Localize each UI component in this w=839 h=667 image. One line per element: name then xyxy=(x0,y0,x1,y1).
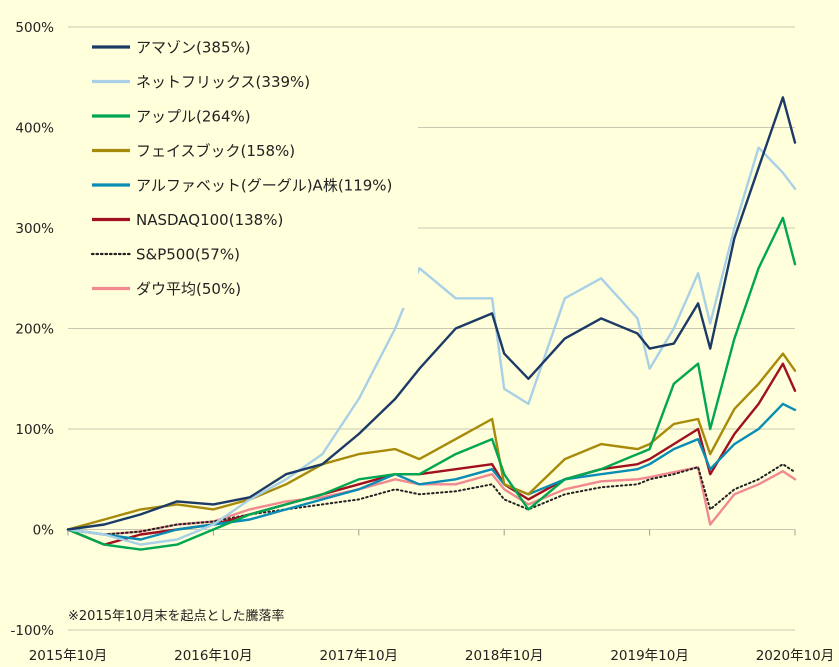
legend-background xyxy=(68,30,418,308)
legend-label: ネットフリックス(339%) xyxy=(136,73,310,91)
chart-note: ※2015年10月末を起点とした騰落率 xyxy=(68,608,285,624)
legend-label: アップル(264%) xyxy=(136,108,251,126)
legend: アマゾン(385%) ネットフリックス(339%) アップル(264%) フェイスブッ… xyxy=(90,39,392,298)
y-tick-label: 0% xyxy=(33,523,55,539)
x-tick-label: 2019年10月 xyxy=(610,648,689,664)
y-tick-label: 300% xyxy=(15,221,54,237)
legend-label: ダウ平均(50%) xyxy=(136,280,241,298)
x-tick-label: 2018年10月 xyxy=(465,648,544,664)
series-line xyxy=(66,352,797,531)
y-tick-label: 200% xyxy=(15,322,54,338)
series-line xyxy=(66,402,797,541)
y-tick-label: 400% xyxy=(15,121,54,137)
y-axis-ticks: 500% 400% 300% 200% 100% 0% -100% xyxy=(11,20,55,639)
x-tick-label: 2017年10月 xyxy=(320,648,399,664)
y-tick-label: 100% xyxy=(15,422,54,438)
x-tick-label: 2020年10月 xyxy=(756,648,835,664)
legend-label: フェイスブック(158%) xyxy=(136,142,295,160)
x-tick-label: 2015年10月 xyxy=(29,648,108,664)
y-tick-label: 500% xyxy=(15,20,54,36)
series-line xyxy=(66,146,797,546)
x-axis-ticks: 2015年10月 2016年10月 2017年10月 2018年10月 2019年10月… xyxy=(29,529,835,664)
y-tick-label: -100% xyxy=(11,623,55,639)
legend-label: NASDAQ100(138%) xyxy=(136,211,283,229)
legend-label: アマゾン(385%) xyxy=(136,39,251,57)
series-line xyxy=(66,96,797,531)
legend-label: S&P500(57%) xyxy=(136,246,240,264)
series-line xyxy=(67,463,796,536)
series-line xyxy=(66,216,797,551)
x-tick-label: 2016年10月 xyxy=(174,648,253,664)
legend-label: アルファベット(グーグル)A株(119%) xyxy=(136,177,392,195)
series-line xyxy=(66,362,797,546)
series-lines xyxy=(66,96,797,551)
